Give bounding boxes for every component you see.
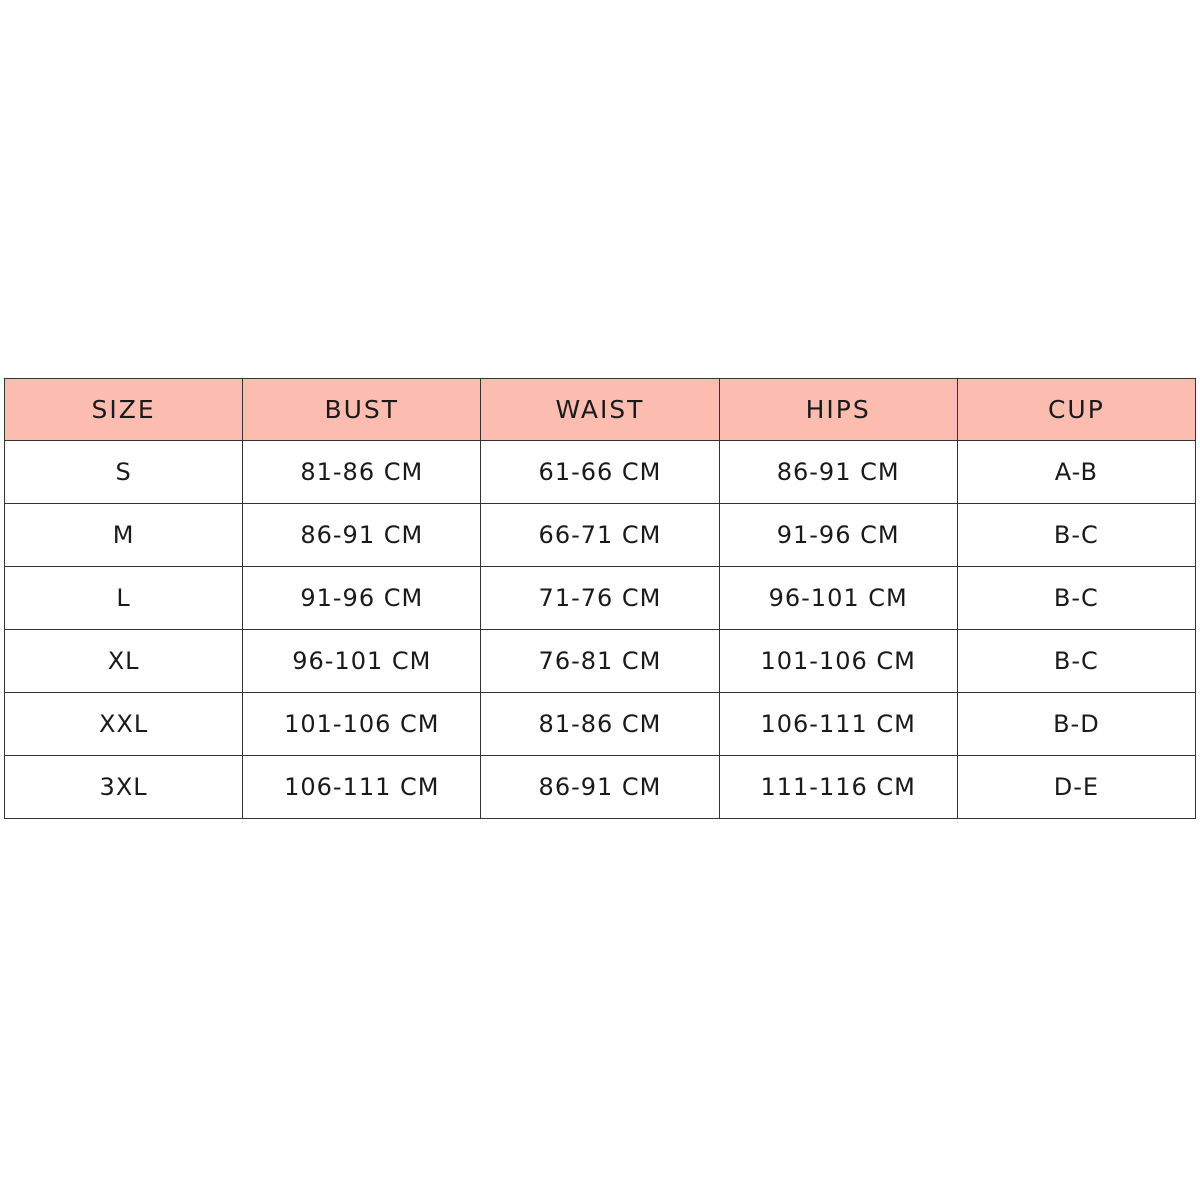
cell-size: 3XL: [3, 755, 244, 819]
cell-waist: 66-71 CM: [480, 503, 720, 567]
cell-cup: B-C: [956, 503, 1197, 567]
cell-waist: 86-91 CM: [480, 755, 720, 819]
cell-cup: D-E: [956, 755, 1197, 819]
column-header-hips: HIPS: [718, 378, 958, 441]
cell-bust: 81-86 CM: [242, 440, 482, 504]
cell-hips: 86-91 CM: [718, 440, 958, 504]
cell-hips: 101-106 CM: [718, 629, 958, 693]
column-header-bust: BUST: [242, 378, 482, 441]
cell-hips: 106-111 CM: [718, 692, 958, 756]
cell-waist: 61-66 CM: [480, 440, 720, 504]
table-body: S 81-86 CM 61-66 CM 86-91 CM A-B M 86-91 CM 66-…: [3, 440, 1197, 819]
table-row: XXL 101-106 CM 81-86 CM 106-111 CM B-D: [3, 692, 1197, 756]
table-row: XL 96-101 CM 76-81 CM 101-106 CM B-C: [3, 629, 1197, 693]
cell-bust: 101-106 CM: [242, 692, 482, 756]
cell-bust: 106-111 CM: [242, 755, 482, 819]
header-row: SIZE BUST WAIST HIPS CUP: [3, 378, 1197, 441]
table-row: L 91-96 CM 71-76 CM 96-101 CM B-C: [3, 566, 1197, 630]
table-row: S 81-86 CM 61-66 CM 86-91 CM A-B: [3, 440, 1197, 504]
table-row: 3XL 106-111 CM 86-91 CM 111-116 CM D-E: [3, 755, 1197, 819]
cell-cup: B-D: [956, 692, 1197, 756]
column-header-cup: CUP: [956, 378, 1197, 441]
cell-cup: B-C: [956, 629, 1197, 693]
column-header-size: SIZE: [3, 378, 244, 441]
cell-bust: 86-91 CM: [242, 503, 482, 567]
cell-waist: 76-81 CM: [480, 629, 720, 693]
cell-bust: 91-96 CM: [242, 566, 482, 630]
cell-cup: B-C: [956, 566, 1197, 630]
cell-size: XL: [3, 629, 244, 693]
cell-bust: 96-101 CM: [242, 629, 482, 693]
cell-hips: 96-101 CM: [718, 566, 958, 630]
table-row: M 86-91 CM 66-71 CM 91-96 CM B-C: [3, 503, 1197, 567]
cell-size: S: [3, 440, 244, 504]
cell-size: M: [3, 503, 244, 567]
size-chart-table: SIZE BUST WAIST HIPS CUP S 81-86 CM 61-66 CM 86…: [3, 378, 1197, 819]
cell-waist: 71-76 CM: [480, 566, 720, 630]
cell-cup: A-B: [956, 440, 1197, 504]
cell-waist: 81-86 CM: [480, 692, 720, 756]
cell-hips: 91-96 CM: [718, 503, 958, 567]
column-header-waist: WAIST: [480, 378, 720, 441]
cell-hips: 111-116 CM: [718, 755, 958, 819]
cell-size: XXL: [3, 692, 244, 756]
cell-size: L: [3, 566, 244, 630]
